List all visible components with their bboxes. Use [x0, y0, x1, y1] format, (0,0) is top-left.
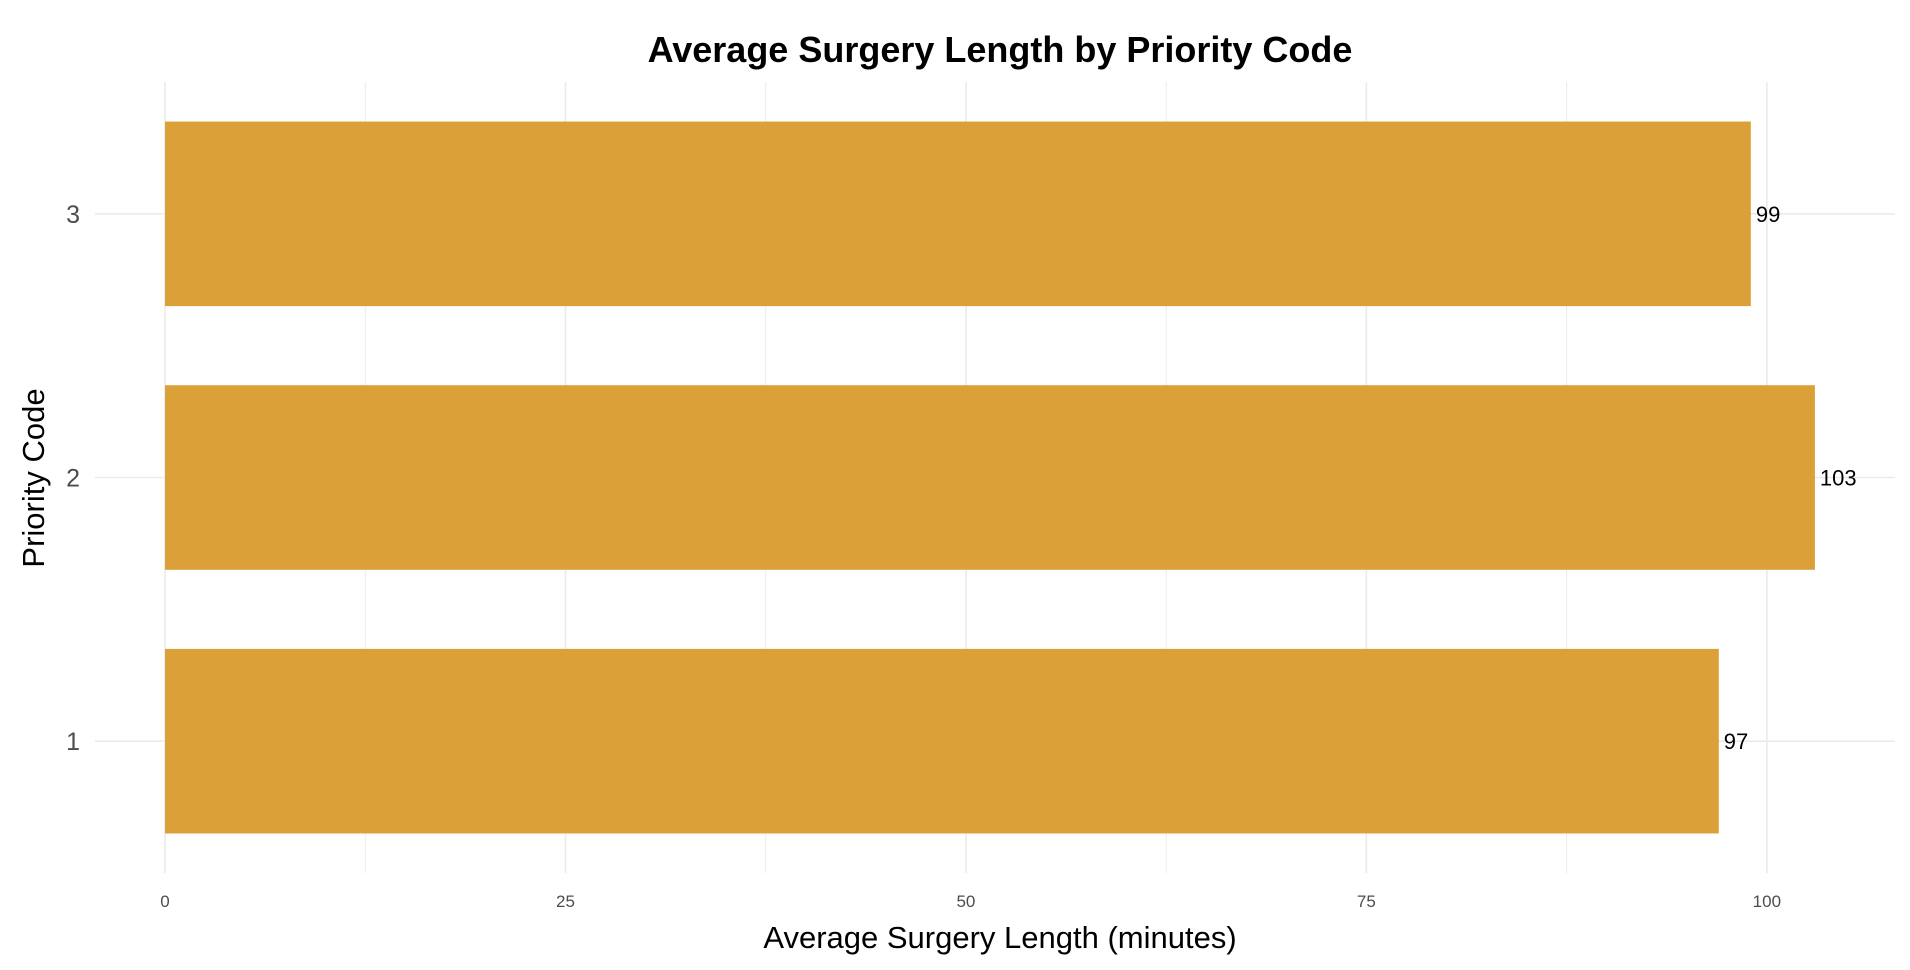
- y-tick-label: 3: [66, 201, 80, 229]
- bar-priority-2: [165, 385, 1815, 570]
- y-axis-title: Priority Code: [16, 388, 51, 567]
- y-tick-label: 1: [66, 728, 80, 756]
- bar-priority-3: [165, 121, 1751, 307]
- x-tick-label: 100: [1753, 892, 1781, 911]
- x-axis-title: Average Surgery Length (minutes): [763, 920, 1236, 955]
- y-axis-ticks: 1 2 3: [66, 201, 80, 756]
- y-tick-label: 2: [66, 465, 80, 493]
- data-labels: 97 103 99: [1724, 202, 1857, 754]
- x-axis-ticks: 0 25 50 75 100: [160, 892, 1781, 911]
- x-tick-label: 0: [160, 892, 169, 911]
- bar-value-label: 99: [1756, 202, 1780, 227]
- bar-value-label: 97: [1724, 729, 1748, 754]
- x-tick-label: 25: [556, 892, 575, 911]
- x-tick-label: 50: [956, 892, 975, 911]
- bar-value-label: 103: [1820, 466, 1857, 491]
- x-tick-label: 75: [1357, 892, 1376, 911]
- chart-title: Average Surgery Length by Priority Code: [648, 29, 1353, 70]
- bars: [165, 121, 1815, 834]
- bar-priority-1: [165, 648, 1719, 834]
